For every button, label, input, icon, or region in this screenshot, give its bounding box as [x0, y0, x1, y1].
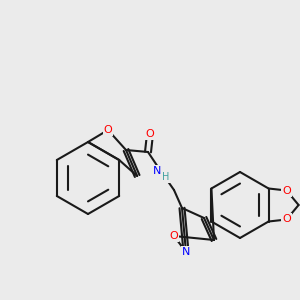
Text: N: N	[153, 166, 161, 176]
Text: O: O	[103, 125, 112, 135]
Text: H: H	[162, 172, 170, 182]
Text: N: N	[182, 247, 190, 257]
Text: O: O	[169, 231, 178, 241]
Text: O: O	[282, 185, 291, 196]
Text: O: O	[146, 129, 154, 139]
Text: O: O	[282, 214, 291, 224]
